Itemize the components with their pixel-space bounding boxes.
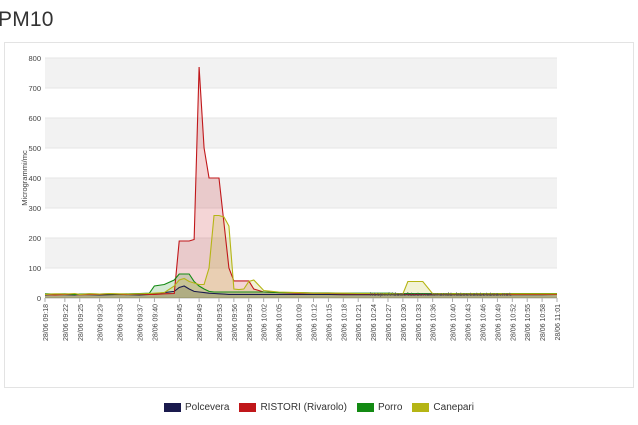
legend-label: Canepari [433, 401, 474, 413]
y-tick-label: 800 [28, 54, 41, 63]
legend-label: Polcevera [184, 401, 230, 413]
legend-swatch [412, 402, 430, 412]
x-tick-label: 28/06 09:59 [247, 304, 254, 341]
y-tick-label: 500 [28, 144, 41, 153]
y-tick-label: 0 [37, 294, 41, 303]
x-tick-label: 28/06 10:12 [311, 304, 318, 341]
legend-item[interactable]: Canepari [412, 402, 474, 413]
watermark-text: http://demolizionemorandi.biostatistica.… [370, 291, 512, 298]
x-tick-label: 28/06 10:27 [386, 304, 393, 341]
x-tick-label: 28/06 10:18 [341, 304, 348, 341]
x-tick-label: 28/06 09:53 [217, 304, 224, 341]
x-tick-label: 28/06 10:05 [277, 304, 284, 341]
y-tick-label: 400 [28, 174, 41, 183]
x-tick-label: 28/06 10:36 [431, 304, 438, 341]
x-tick-label: 28/06 10:21 [356, 304, 363, 341]
page-title: PM10 [0, 8, 54, 31]
chart-panel: 0 100 200 300 400 500 600 700 800 Microgrammi/mc 2… [4, 42, 634, 388]
y-tick-label: 200 [28, 234, 41, 243]
plot-band [45, 238, 557, 268]
legend-swatch [239, 402, 257, 412]
x-tick-label: 28/06 10:55 [525, 304, 532, 341]
x-tick-label: 28/06 09:37 [137, 304, 144, 341]
x-tick-label: 28/06 09:45 [177, 304, 184, 341]
x-tick-label: 28/06 09:18 [43, 304, 50, 341]
legend-item[interactable]: Polcevera [163, 401, 230, 413]
x-tick-label: 28/06 09:22 [63, 304, 70, 341]
legend-swatch [163, 402, 181, 412]
x-tick-label: 28/06 10:09 [297, 304, 304, 341]
x-tick-label: 28/06 09:29 [98, 304, 105, 341]
x-tick-label: 28/06 10:58 [540, 304, 547, 341]
x-tick-label: 28/06 10:15 [326, 304, 333, 341]
y-tick-label: 100 [28, 264, 41, 273]
x-tick-label: 28/06 09:33 [118, 304, 125, 341]
x-tick-label: 28/06 10:46 [480, 304, 487, 341]
x-tick-label: 28/06 10:40 [451, 304, 458, 341]
legend-swatch [356, 402, 374, 412]
legend-item[interactable]: RISTORI (Rivarolo) [239, 402, 347, 413]
x-tick-label: 28/06 09:25 [78, 304, 85, 341]
legend-label: RISTORI (Rivarolo) [260, 401, 347, 413]
x-tick-label: 28/06 10:52 [510, 304, 517, 341]
x-tick-label: 28/06 10:49 [495, 304, 502, 341]
plot-band [45, 178, 557, 208]
x-tick-label: 28/06 09:49 [197, 304, 204, 341]
x-tick-label: 28/06 10:24 [371, 304, 378, 341]
x-tick-label: 28/06 10:43 [466, 304, 473, 341]
legend-item[interactable]: Porro [356, 401, 403, 413]
x-tick-label: 28/06 10:02 [262, 304, 269, 341]
y-axis-label: Microgrammi/mc [20, 150, 29, 206]
plot-band [45, 58, 557, 88]
chart-legend: Polcevera RISTORI (Rivarolo) Porro Canepari [0, 398, 638, 416]
y-tick-label: 600 [28, 114, 41, 123]
x-tick-label: 28/06 09:56 [232, 304, 239, 341]
x-tick-label: 28/06 11:01 [555, 304, 562, 341]
y-tick-label: 700 [28, 84, 41, 93]
y-tick-label: 300 [28, 204, 41, 213]
x-tick-label: 28/06 09:40 [152, 304, 159, 341]
x-tick-label: 28/06 10:33 [416, 304, 423, 341]
plot-band [45, 118, 557, 148]
pm10-line-chart: 0 100 200 300 400 500 600 700 800 Microgrammi/mc 2… [20, 54, 562, 341]
legend-label: Porro [377, 401, 403, 413]
x-tick-label: 28/06 10:30 [401, 304, 408, 341]
series-line [44, 214, 557, 295]
